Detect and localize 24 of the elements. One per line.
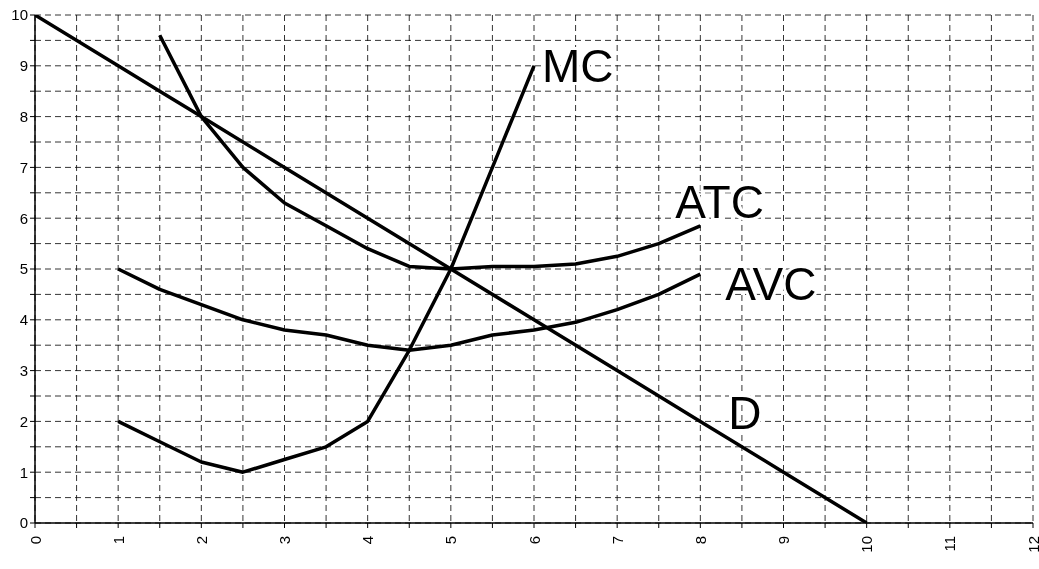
x-tick-label: 4 [359, 536, 377, 545]
x-tick-label: 0 [26, 536, 44, 545]
x-tick-label: 6 [525, 536, 543, 545]
y-tick-label: 1 [19, 463, 28, 481]
x-tick-label: 11 [941, 536, 959, 552]
y-tick-label: 7 [19, 158, 28, 176]
x-tick-label: 7 [608, 536, 626, 545]
y-tick-label: 3 [19, 361, 28, 379]
x-tick-label: 8 [691, 536, 709, 545]
x-tick-label: 3 [276, 536, 293, 545]
x-tick-label: 1 [109, 536, 127, 545]
y-tick-label: 8 [19, 107, 28, 125]
y-tick-label: 4 [19, 311, 28, 329]
x-tick-label: 10 [858, 536, 876, 553]
x-tick-label: 12 [1024, 536, 1039, 553]
y-tick-label: 9 [19, 57, 28, 75]
y-tick-label: 10 [11, 6, 28, 24]
x-tick-label: 9 [775, 536, 792, 545]
y-tick-label: 5 [19, 260, 28, 278]
y-tick-label: 6 [19, 209, 28, 227]
x-tick-label: 2 [192, 536, 210, 545]
y-tick-label: 2 [19, 412, 28, 430]
y-tick-label: 0 [19, 514, 28, 532]
x-tick-label: 5 [442, 536, 460, 545]
